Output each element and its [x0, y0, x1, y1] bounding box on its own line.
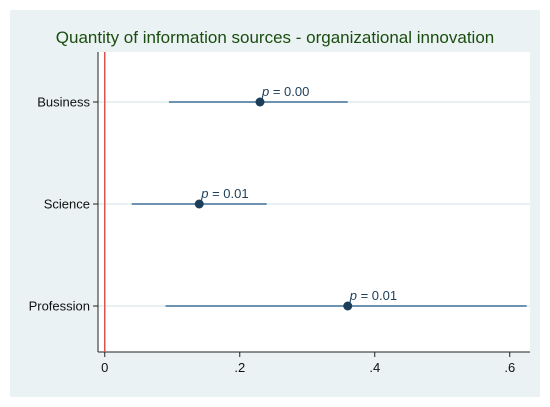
x-tick-label: .6	[504, 360, 515, 375]
chart-title: Quantity of information sources - organi…	[55, 28, 495, 47]
x-tick-label: 0	[101, 360, 108, 375]
estimate-point	[255, 97, 265, 107]
x-tick-label: .2	[234, 360, 245, 375]
chart-frame: Quantity of information sources - organi…	[10, 10, 540, 397]
y-tick-label: Business	[37, 95, 90, 110]
y-tick-label: Profession	[29, 299, 90, 314]
plot-area	[98, 52, 530, 352]
p-value-label: p = 0.00	[261, 84, 309, 99]
estimate-point	[194, 199, 204, 209]
y-tick-label: Science	[44, 197, 90, 212]
x-tick-label: .4	[369, 360, 380, 375]
p-value-label: p = 0.01	[200, 186, 248, 201]
p-value-label: p = 0.01	[349, 288, 397, 303]
estimate-point	[343, 301, 353, 311]
chart-svg: 0 .2 .4 .6 Business Science Profession p = 0.00…	[29, 52, 530, 375]
